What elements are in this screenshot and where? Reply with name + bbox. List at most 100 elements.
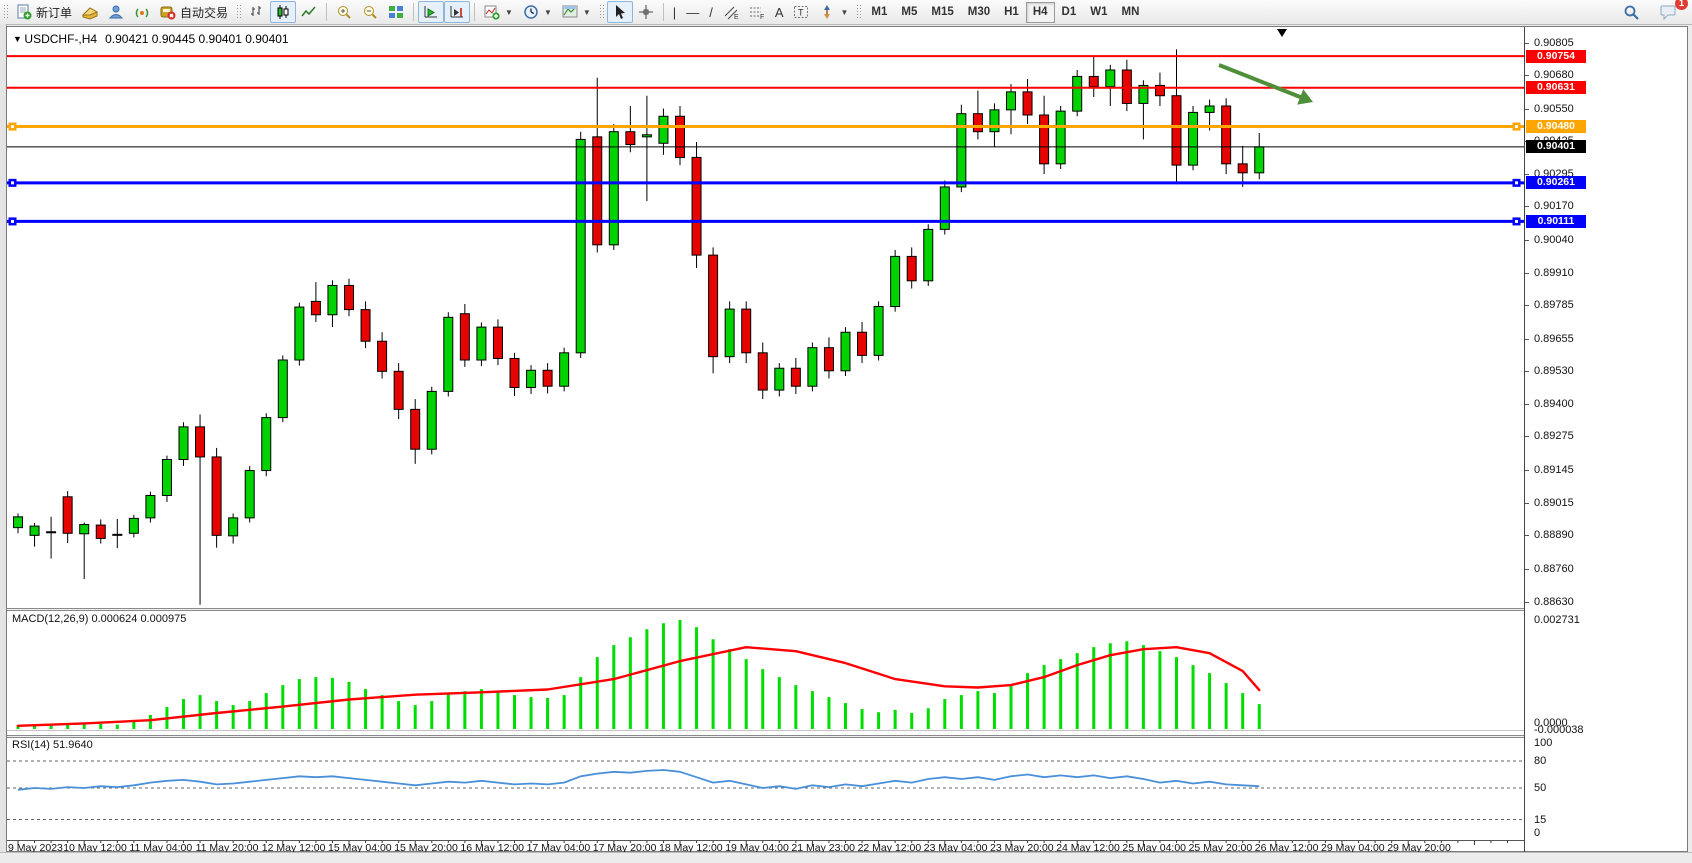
timeframe-h1[interactable]: H1 xyxy=(1004,5,1019,18)
time-axis[interactable]: 9 May 2023 10 May 12:00 11 May 04:00 11 May… xyxy=(7,841,1524,854)
candle[interactable] xyxy=(1039,114,1050,165)
candle[interactable] xyxy=(1154,84,1165,97)
candle[interactable] xyxy=(13,516,23,529)
zoom-in-button[interactable] xyxy=(331,1,357,23)
candle[interactable] xyxy=(790,367,801,387)
crosshair-button[interactable] xyxy=(633,1,659,23)
candle[interactable] xyxy=(1022,91,1033,116)
candle[interactable] xyxy=(542,369,553,387)
candle[interactable] xyxy=(592,136,603,246)
candle[interactable] xyxy=(956,113,967,188)
candle[interactable] xyxy=(972,113,983,133)
candle[interactable] xyxy=(62,496,73,534)
text-tool-button[interactable]: A xyxy=(770,1,789,23)
candle[interactable] xyxy=(46,531,57,534)
line-chart-button[interactable] xyxy=(296,1,322,23)
arrows-tool-button[interactable]: ▼ xyxy=(814,1,853,23)
candle[interactable] xyxy=(559,352,570,387)
zoom-out-button[interactable] xyxy=(357,1,383,23)
candle[interactable] xyxy=(1254,146,1265,174)
auto-scroll-button[interactable] xyxy=(418,1,445,23)
candle[interactable] xyxy=(1204,105,1215,113)
candle[interactable] xyxy=(608,131,619,246)
candle[interactable] xyxy=(1088,75,1099,88)
main-price-pane[interactable] xyxy=(7,27,1524,608)
pane-separator[interactable] xyxy=(7,608,1524,611)
candle[interactable] xyxy=(161,459,172,496)
timeframe-m30[interactable]: M30 xyxy=(967,5,991,18)
timeframe-w1[interactable]: W1 xyxy=(1090,5,1108,18)
macd-pane[interactable]: MACD(12,26,9) 0.000624 0.000975 xyxy=(7,611,1524,735)
candle[interactable] xyxy=(29,525,40,536)
rsi-pane[interactable]: RSI(14) 51.9640 xyxy=(7,738,1524,841)
candle[interactable] xyxy=(211,456,222,536)
candle[interactable] xyxy=(923,228,934,282)
candle[interactable] xyxy=(195,426,206,458)
trendline-button[interactable]: / xyxy=(704,1,718,23)
candle[interactable] xyxy=(757,352,768,391)
candle[interactable] xyxy=(410,408,421,450)
timeframe-m15[interactable]: M15 xyxy=(931,5,954,18)
market-watch-button[interactable] xyxy=(103,1,129,23)
candle[interactable] xyxy=(145,494,156,519)
candle[interactable] xyxy=(807,347,818,387)
candle[interactable] xyxy=(228,517,239,537)
cursor-button[interactable] xyxy=(606,1,633,23)
candle[interactable] xyxy=(641,134,652,138)
candle[interactable] xyxy=(128,517,139,534)
candle[interactable] xyxy=(658,115,669,144)
notifications-button[interactable]: 1 xyxy=(1655,0,1688,23)
candle[interactable] xyxy=(989,109,1000,133)
candle[interactable] xyxy=(906,255,917,282)
candle[interactable] xyxy=(492,326,503,359)
candle[interactable] xyxy=(939,186,950,230)
candle[interactable] xyxy=(310,300,321,316)
new-order-button[interactable]: 新订单 xyxy=(11,1,77,23)
candle[interactable] xyxy=(277,359,288,419)
candle[interactable] xyxy=(708,254,719,358)
candle[interactable] xyxy=(1221,105,1232,165)
candle[interactable] xyxy=(244,470,255,519)
candle[interactable] xyxy=(890,255,901,308)
trend-arrow[interactable] xyxy=(1218,63,1313,105)
fibonacci-button[interactable]: F xyxy=(744,1,770,23)
candle[interactable] xyxy=(79,524,90,535)
candle[interactable] xyxy=(476,326,487,361)
equidistant-channel-button[interactable]: E xyxy=(718,1,744,23)
candle[interactable] xyxy=(112,533,123,536)
candle[interactable] xyxy=(426,390,437,450)
candle[interactable] xyxy=(261,417,272,472)
profiles-button[interactable] xyxy=(77,1,103,23)
candle[interactable] xyxy=(724,308,735,358)
candle[interactable] xyxy=(377,340,388,372)
signals-button[interactable] xyxy=(129,1,155,23)
candle[interactable] xyxy=(741,308,752,354)
candle[interactable] xyxy=(459,313,470,361)
candle[interactable] xyxy=(1105,69,1116,88)
candle[interactable] xyxy=(840,331,851,372)
candle[interactable] xyxy=(327,284,338,316)
candle[interactable] xyxy=(774,367,785,391)
candle[interactable] xyxy=(443,316,454,392)
candle[interactable] xyxy=(691,156,702,256)
tile-windows-button[interactable] xyxy=(383,1,409,23)
candle[interactable] xyxy=(344,284,354,311)
chart-shift-button[interactable] xyxy=(444,1,471,23)
text-label-button[interactable]: T xyxy=(788,1,814,23)
candle[interactable] xyxy=(1237,163,1248,174)
candle[interactable] xyxy=(873,306,884,356)
candle[interactable] xyxy=(1171,95,1182,166)
candle[interactable] xyxy=(95,524,106,539)
timeframe-h4[interactable]: H4 xyxy=(1025,1,1055,23)
timeframe-mn[interactable]: MN xyxy=(1121,5,1140,18)
candle[interactable] xyxy=(294,306,305,361)
timeframe-m1[interactable]: M1 xyxy=(871,5,888,18)
timeframe-m5[interactable]: M5 xyxy=(901,5,918,18)
candle[interactable] xyxy=(1188,111,1199,166)
autotrading-button[interactable]: 自动交易 xyxy=(155,1,233,23)
candle[interactable] xyxy=(1072,75,1083,112)
candle[interactable] xyxy=(625,131,636,146)
horizontal-line-button[interactable]: — xyxy=(681,1,704,23)
period-clock-button[interactable]: ▼ xyxy=(518,1,557,23)
bar-chart-button[interactable] xyxy=(244,1,270,23)
